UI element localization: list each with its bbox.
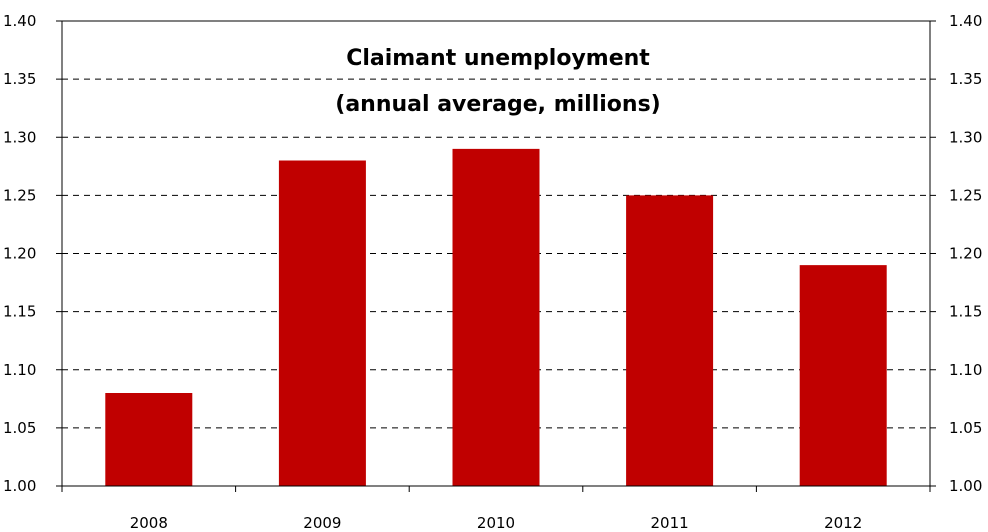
y-tick-label-right: 1.20: [949, 245, 982, 263]
y-tick-label-right: 1.05: [949, 419, 982, 437]
y-tick-label-left: 1.30: [3, 128, 36, 146]
y-tick-label-left: 1.20: [3, 245, 36, 263]
x-tick-label: 2011: [651, 514, 689, 532]
bar-2012: [799, 265, 887, 486]
chart-title-block: Claimant unemployment (annual average, m…: [335, 46, 660, 117]
y-tick-label-left: 1.40: [3, 12, 36, 30]
y-tick-label-right: 1.30: [949, 128, 982, 146]
y-tick-label-right: 1.35: [949, 70, 982, 88]
y-tick-label-right: 1.25: [949, 186, 982, 204]
y-tick-label-right: 1.40: [949, 12, 982, 30]
y-tick-label-left: 1.25: [3, 186, 36, 204]
chart-subtitle: (annual average, millions): [335, 92, 660, 117]
y-tick-label-right: 1.00: [949, 477, 982, 495]
bar-2010: [452, 148, 540, 486]
x-tick-label: 2008: [130, 514, 168, 532]
y-tick-label-left: 1.05: [3, 419, 36, 437]
x-tick-label: 2009: [303, 514, 341, 532]
y-tick-label-right: 1.10: [949, 361, 982, 379]
y-tick-label-right: 1.15: [949, 303, 982, 321]
chart-title: Claimant unemployment: [346, 46, 650, 71]
y-tick-label-left: 1.10: [3, 361, 36, 379]
axes: [56, 20, 936, 492]
tick-labels: 1.00 1.00 1.05 1.05 1.10 1.10 1.15 1.15 1.20 1.20…: [3, 12, 982, 532]
x-tick-label: 2010: [477, 514, 515, 532]
bar-2009: [278, 160, 366, 486]
bar-2008: [105, 393, 193, 486]
bars: [105, 148, 887, 486]
y-tick-label-left: 1.35: [3, 70, 36, 88]
bar-2011: [626, 195, 714, 486]
y-tick-label-left: 1.15: [3, 303, 36, 321]
y-tick-label-left: 1.00: [3, 477, 36, 495]
x-tick-label: 2012: [824, 514, 862, 532]
